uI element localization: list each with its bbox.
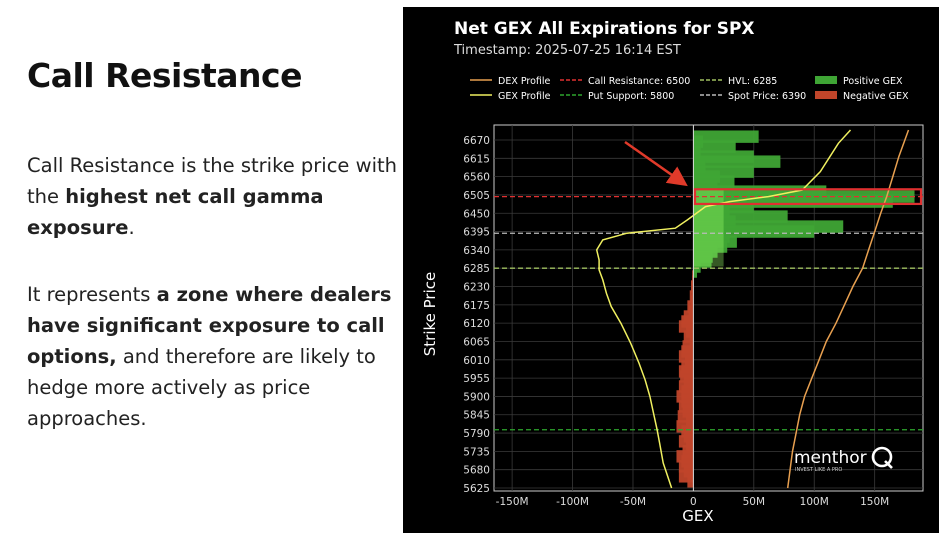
p2-segment-2: and therefore are likely to hedge more a… bbox=[27, 345, 376, 430]
y-tick-label: 5845 bbox=[463, 410, 490, 422]
p2-segment-0: It represents bbox=[27, 283, 157, 306]
dex-profile-line bbox=[786, 129, 910, 489]
x-tick-label: -100M bbox=[556, 496, 589, 508]
y-tick-label: 5955 bbox=[463, 373, 490, 385]
x-tick-label: 50M bbox=[743, 496, 765, 508]
watermark-brand: menthor bbox=[794, 448, 867, 468]
y-tick-label: 6560 bbox=[463, 172, 490, 184]
x-tick-label: -150M bbox=[496, 496, 529, 508]
gex-profile-line bbox=[595, 129, 852, 489]
p1-segment-2: . bbox=[128, 216, 135, 239]
legend-label: Call Resistance: 6500 bbox=[588, 76, 690, 87]
legend-label: HVL: 6285 bbox=[728, 76, 777, 87]
legend-item: DEX Profile bbox=[470, 76, 551, 87]
y-axis-label: Strike Price bbox=[421, 272, 439, 356]
plot-area: 6670 6615 6560 6505 6450 6395 6340 6285 6230 6175… bbox=[463, 124, 924, 508]
chart-legend: DEX Profile Call Resistance: 6500 HVL: 628… bbox=[470, 76, 909, 102]
menthorq-q-logo bbox=[871, 446, 893, 469]
legend-label: Put Support: 5800 bbox=[588, 91, 674, 102]
positive-gex-bar bbox=[693, 265, 698, 278]
x-tick-label: -50M bbox=[620, 496, 646, 508]
legend-item: HVL: 6285 bbox=[700, 76, 777, 87]
legend-label: Positive GEX bbox=[843, 76, 903, 87]
gex-chart-panel: Net GEX All Expirations for SPX Timestam… bbox=[403, 7, 939, 533]
positive-gex-bar bbox=[693, 140, 736, 153]
p1-segment-1: highest net call gamma exposure bbox=[27, 185, 324, 239]
legend-swatch bbox=[815, 91, 837, 99]
positive-gex-bar bbox=[693, 155, 781, 168]
legend-swatch bbox=[815, 76, 837, 84]
chart-subtitle: Timestamp: 2025-07-25 16:14 EST bbox=[453, 43, 681, 58]
legend-item: Put Support: 5800 bbox=[560, 91, 674, 102]
call-resistance-definition: Call Resistance is the strike price with… bbox=[27, 150, 399, 243]
y-tick-label: 6010 bbox=[463, 355, 490, 367]
annotation-arrow bbox=[624, 140, 688, 187]
y-tick-label: 6505 bbox=[463, 190, 490, 202]
menthorq-watermark: menthor INVEST LIKE A PRO bbox=[794, 446, 893, 473]
call-resistance-explanation: It represents a zone where dealers have … bbox=[27, 279, 399, 434]
negative-gex-bar bbox=[687, 475, 694, 488]
legend-item: Spot Price: 6390 bbox=[700, 91, 806, 102]
legend-item: GEX Profile bbox=[470, 91, 551, 102]
chart-title: Net GEX All Expirations for SPX bbox=[454, 19, 755, 39]
slide-title: Call Resistance bbox=[27, 56, 302, 95]
y-tick-label: 5900 bbox=[463, 391, 490, 403]
call-resistance-highlight-box bbox=[693, 188, 923, 206]
y-tick-label: 6395 bbox=[463, 227, 490, 239]
y-tick-label: 6670 bbox=[463, 135, 490, 147]
y-tick-label: 5790 bbox=[463, 428, 490, 440]
watermark-tagline: INVEST LIKE A PRO bbox=[795, 467, 842, 473]
y-tick-label: 6120 bbox=[463, 318, 490, 330]
legend-label: DEX Profile bbox=[498, 76, 551, 87]
negative-gex-bar bbox=[683, 330, 694, 343]
spot-glow bbox=[693, 189, 724, 267]
p1-segment-0: Call Resistance is the strike price with… bbox=[27, 154, 397, 208]
y-tick-label: 6340 bbox=[463, 245, 490, 257]
y-tick-label: 6175 bbox=[463, 300, 490, 312]
y-tick-label: 6285 bbox=[463, 263, 490, 275]
legend-item: Positive GEX bbox=[815, 76, 903, 87]
p2-segment-1: a zone where dealers have significant ex… bbox=[27, 283, 392, 368]
positive-gex-bar bbox=[693, 130, 759, 143]
legend-item: Negative GEX bbox=[815, 91, 909, 102]
y-tick-label: 6450 bbox=[463, 208, 490, 220]
gex-chart: Net GEX All Expirations for SPX Timestam… bbox=[421, 19, 924, 525]
y-tick-label: 6230 bbox=[463, 282, 490, 294]
y-tick-label: 5680 bbox=[463, 465, 490, 477]
legend-label: Spot Price: 6390 bbox=[728, 91, 806, 102]
y-tick-label: 5735 bbox=[463, 446, 490, 458]
x-tick-label: 150M bbox=[860, 496, 889, 508]
legend-item: Call Resistance: 6500 bbox=[560, 76, 690, 87]
legend-label: GEX Profile bbox=[498, 91, 551, 102]
x-tick-label: 100M bbox=[800, 496, 829, 508]
x-tick-label: 0 bbox=[690, 496, 697, 508]
y-tick-label: 6615 bbox=[463, 153, 490, 165]
legend-label: Negative GEX bbox=[843, 91, 909, 102]
y-tick-label: 5625 bbox=[463, 483, 490, 495]
y-tick-label: 6065 bbox=[463, 336, 490, 348]
positive-gex-bar bbox=[693, 260, 701, 273]
x-axis-label: GEX bbox=[682, 507, 713, 525]
